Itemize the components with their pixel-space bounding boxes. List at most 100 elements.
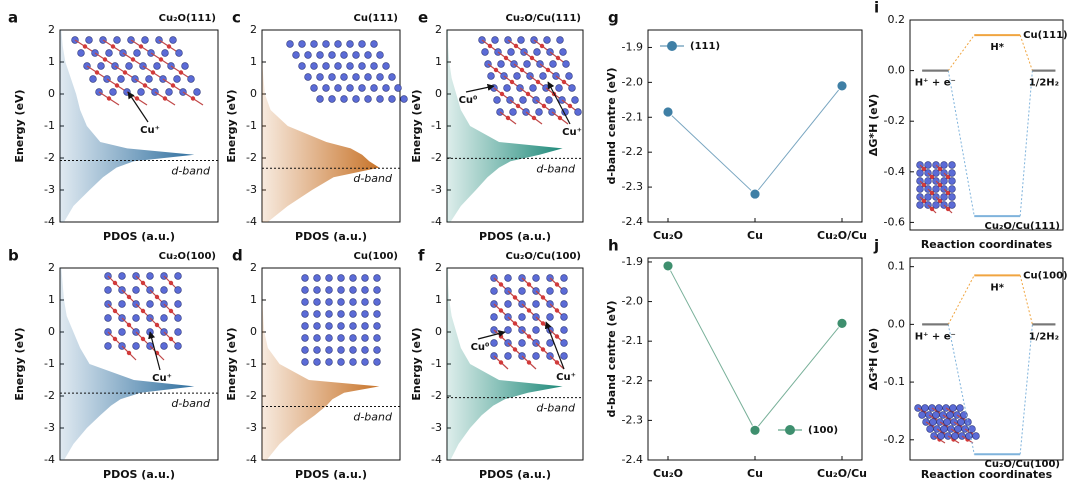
y-tick-label: 0.2: [888, 13, 906, 26]
x-axis-label: Reaction coordinates: [921, 238, 1053, 251]
y-tick-label: -0.4: [884, 165, 905, 178]
y-tick-label: -2: [431, 151, 442, 164]
inset-atom: [933, 202, 940, 209]
inset-atom: [547, 314, 554, 321]
panel-letter: c: [232, 9, 241, 27]
inset-atom: [533, 301, 540, 308]
y-tick-label: -4: [431, 453, 442, 466]
y-tick-label: -3: [246, 421, 257, 434]
inset-atom: [557, 37, 564, 44]
inset-atom: [314, 323, 321, 330]
inset-atom: [930, 419, 937, 426]
inset-atom: [142, 37, 149, 44]
inset-atom: [134, 50, 141, 57]
inset-atom: [365, 96, 372, 103]
inset-atom: [314, 335, 321, 342]
panel-letter: g: [608, 9, 619, 27]
y-tick-label: -1.9: [622, 40, 643, 53]
inset-atom-o: [169, 337, 173, 341]
inset-atom: [941, 178, 948, 185]
inset-atom: [105, 287, 112, 294]
inset-atom-o: [141, 281, 145, 285]
x-axis-label: PDOS (a.u.): [295, 230, 367, 243]
inset-atom-o: [556, 56, 560, 60]
inset-atom-o: [107, 96, 111, 100]
inset-atom: [488, 73, 495, 80]
series-label: Cu₂O/Cu(100): [985, 459, 1060, 470]
y-tick-label: 1: [48, 293, 55, 306]
inset-atom: [347, 85, 354, 92]
inset-atom-o: [546, 68, 550, 72]
y-tick-label: -0.6: [884, 215, 905, 228]
inset-atom-o: [169, 309, 173, 313]
data-point: [837, 81, 847, 91]
inset-atom-o: [499, 360, 503, 364]
inset-atom: [561, 353, 568, 360]
inset-atom: [350, 323, 357, 330]
inset-atom: [944, 419, 951, 426]
inset-atom-o: [520, 68, 524, 72]
inset-atom-o: [103, 57, 107, 61]
y-tick-label: 1: [435, 293, 442, 306]
inset-atom: [326, 347, 333, 354]
panel-title: Cu(111): [354, 13, 398, 24]
legend-label: (111): [690, 41, 720, 52]
inset-atom: [350, 359, 357, 366]
inset-atom: [118, 76, 125, 83]
inset-atom-o: [513, 295, 517, 299]
inset-atom: [362, 287, 369, 294]
annotation-arrow: [150, 332, 160, 370]
y-tick-label: -4: [246, 453, 257, 466]
inset-atom: [514, 73, 521, 80]
inset-atom-o: [113, 281, 117, 285]
annotation: Cu⁰: [459, 95, 478, 106]
y-tick-label: -2.1: [622, 334, 643, 347]
y-tick-label: -3: [44, 183, 55, 196]
inset-atom: [302, 359, 309, 366]
inset-atom: [491, 314, 498, 321]
inset-atom: [347, 41, 354, 48]
y-tick-label: 2: [435, 23, 442, 36]
inset-atom: [524, 61, 531, 68]
series-label: Cu₂O/Cu(111): [985, 221, 1060, 232]
step-label: H⁺ + e⁻: [915, 78, 956, 89]
inset-atom: [383, 85, 390, 92]
y-tick-label: -2.4: [622, 453, 643, 466]
inset-atom: [338, 311, 345, 318]
y-tick-label: -2: [431, 389, 442, 402]
y-tick-label: -1.9: [622, 255, 643, 268]
y-tick-label: 0: [435, 87, 442, 100]
inset-atom: [955, 426, 962, 433]
inset-atom: [147, 301, 154, 308]
inset-atom: [371, 85, 378, 92]
inset-atom-o: [179, 70, 183, 74]
inset-atom: [508, 49, 515, 56]
inset-atom: [305, 74, 312, 81]
inset-atom: [293, 52, 300, 59]
inset-atom: [166, 89, 173, 96]
inset-atom: [341, 52, 348, 59]
inset-atom: [383, 63, 390, 70]
inset-atom: [329, 74, 336, 81]
inset-atom: [933, 412, 940, 419]
y-tick-label: 1: [250, 55, 257, 68]
inset-atom: [350, 311, 357, 318]
inset-atom: [498, 61, 505, 68]
inset-atom: [362, 359, 369, 366]
inset-atom: [546, 97, 553, 104]
series-label: Cu(100): [1023, 270, 1067, 281]
inset-atom: [78, 50, 85, 57]
inset-atom: [338, 335, 345, 342]
inset-atom: [917, 202, 924, 209]
inset-atom-o: [541, 295, 545, 299]
inset-atom: [550, 61, 557, 68]
inset-atom: [941, 426, 948, 433]
y-tick-label: -2.2: [622, 374, 643, 387]
x-axis-label: PDOS (a.u.): [295, 468, 367, 481]
y-tick-label: 0: [250, 325, 257, 338]
connector: [1020, 71, 1032, 216]
inset-atom: [161, 287, 168, 294]
inset-atom: [395, 85, 402, 92]
inset-atom: [174, 76, 181, 83]
inset-atom: [353, 74, 360, 81]
